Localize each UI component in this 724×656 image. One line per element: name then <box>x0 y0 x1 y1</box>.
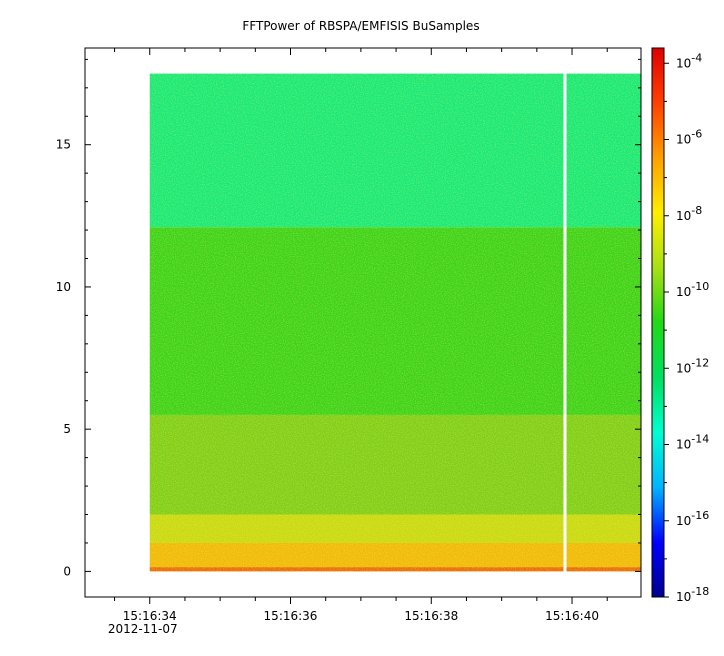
colorbar-scale <box>652 48 664 597</box>
x-tick-label: 15:16:36 <box>264 609 318 623</box>
x-tick-date-label: 2012-11-07 <box>108 622 178 636</box>
colorbar-tick-label: 10-12 <box>676 356 709 375</box>
colorbar-tick-label: 10-8 <box>676 204 702 223</box>
x-tick-label: 15:16:40 <box>545 609 599 623</box>
y-tick-label: 0 <box>63 564 71 578</box>
colorbar-ticks: 10-4 10-6 10-8 10-10 10-12 10-14 10-16 10-18 <box>664 51 709 604</box>
plot-frame <box>84 47 642 598</box>
colorbar-frame <box>651 47 665 598</box>
plot-area <box>84 47 642 598</box>
colorbar-tick-label: 10-14 <box>676 433 709 452</box>
colorbar-tick-label: 10-16 <box>676 509 709 528</box>
y-tick-label: 5 <box>63 422 71 436</box>
colorbar-tick-label: 10-4 <box>676 51 702 70</box>
colorbar-tick-label: 10-6 <box>676 128 702 147</box>
x-tick-label: 15:16:38 <box>404 609 458 623</box>
x-tick-label: 15:16:34 <box>123 609 177 623</box>
colorbar-tick-label: 10-18 <box>676 585 709 604</box>
y-tick-label: 15 <box>56 138 71 152</box>
colorbar: 10-4 10-6 10-8 10-10 10-12 10-14 10-16 10-18 <box>651 47 709 604</box>
chart-title: FFTPower of RBSPA/EMFISIS BuSamples <box>242 19 479 33</box>
y-tick-label: 10 <box>56 280 71 294</box>
data-gap <box>563 73 567 573</box>
y-axis: 0 5 10 15 <box>56 58 641 578</box>
spectrogram-texture <box>149 73 641 572</box>
colorbar-tick-label: 10-10 <box>676 280 709 299</box>
